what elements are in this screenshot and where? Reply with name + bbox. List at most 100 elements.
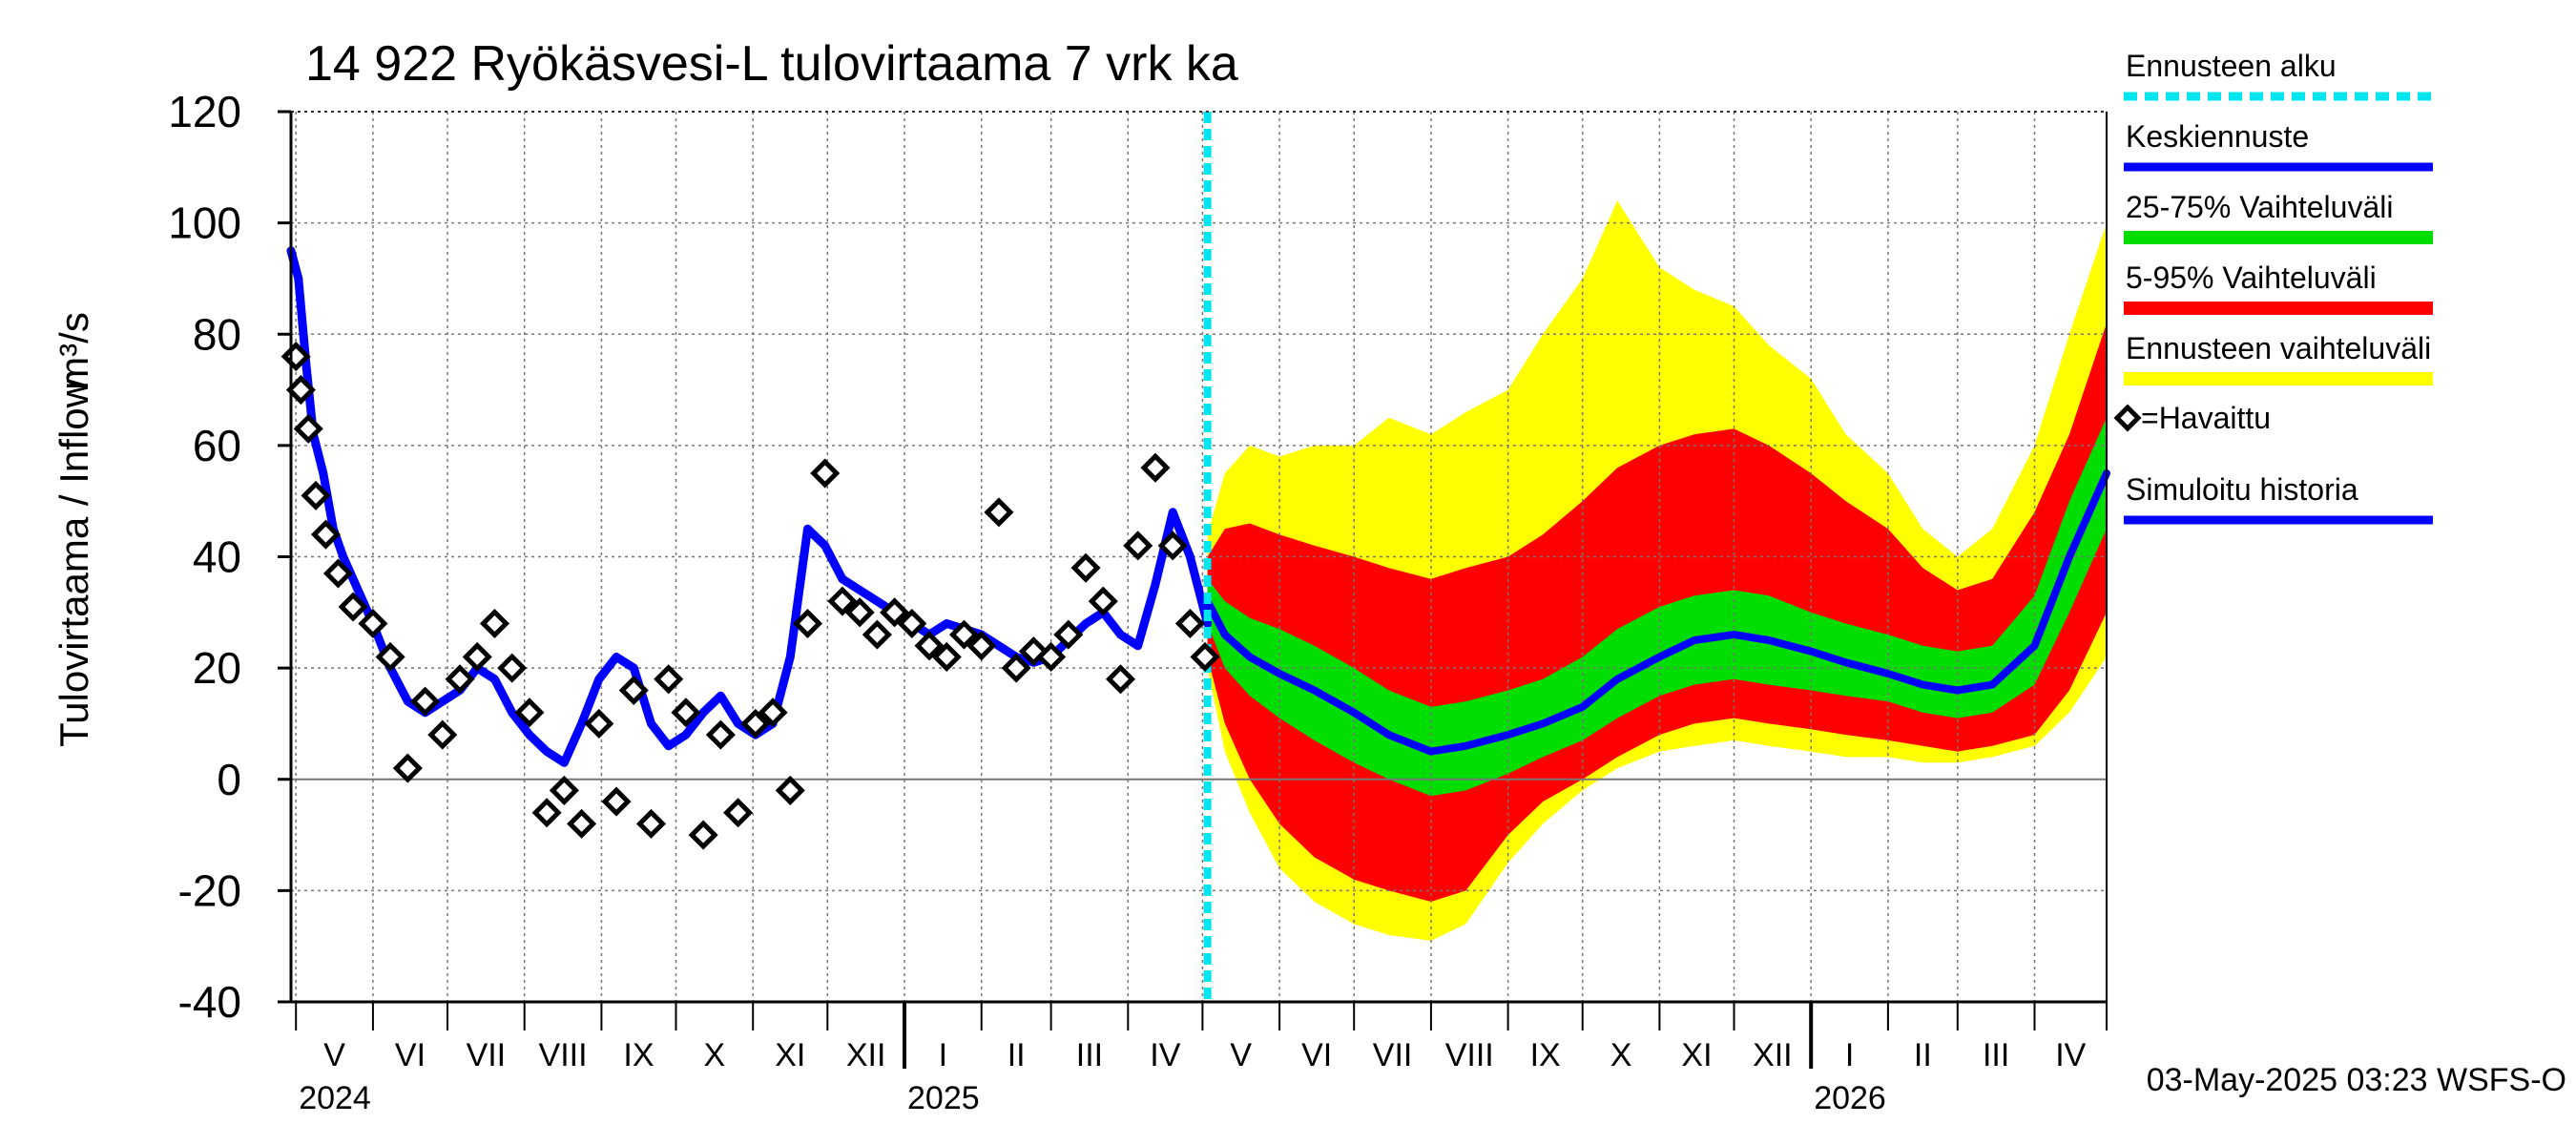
x-month-label: III [1076, 1037, 1103, 1073]
observed-point [531, 798, 562, 828]
observed-point [1174, 608, 1205, 639]
y-tick-label: -40 [178, 977, 241, 1027]
x-month-label: VI [1301, 1037, 1332, 1073]
observed-point [549, 775, 579, 805]
observed-point [1157, 531, 1188, 561]
x-month-label: VII [467, 1037, 507, 1073]
observed-point [514, 697, 545, 728]
x-month-label: VI [395, 1037, 426, 1073]
observed-point [810, 458, 841, 489]
observed-point [1070, 552, 1101, 583]
observed-point [479, 608, 510, 639]
x-month-label: XII [1753, 1037, 1793, 1073]
x-month-label: V [323, 1037, 345, 1073]
x-month-label: XI [775, 1037, 805, 1073]
x-month-label: IV [1150, 1037, 1180, 1073]
y-tick-label: -20 [178, 865, 241, 915]
observed-point [285, 375, 316, 406]
observed-point [1140, 452, 1171, 483]
legend: Ennusteen alku Keskiennuste 25-75% Vaihtel… [2113, 49, 2433, 525]
legend-label: Ennusteen alku [2126, 49, 2337, 83]
observed-point [880, 597, 910, 628]
observed-point [966, 631, 997, 661]
x-month-label: IV [2055, 1037, 2086, 1073]
legend-observed-marker [2113, 404, 2142, 432]
observed-point [723, 798, 754, 828]
y-axis-unit: m³/s [52, 312, 96, 390]
observed-point [427, 719, 458, 750]
y-tick-label: 100 [168, 198, 241, 248]
observed-point [584, 708, 614, 739]
observed-point [914, 631, 945, 661]
observed-point [671, 697, 701, 728]
legend-label: Simuloitu historia [2126, 472, 2358, 507]
observed-point [338, 592, 368, 622]
y-tick-label: 20 [193, 643, 241, 693]
observed-point [293, 413, 323, 444]
legend-label: Keskiennuste [2126, 119, 2309, 154]
observed-point [358, 608, 388, 639]
observed-point [1105, 664, 1136, 695]
observed-point [897, 608, 927, 639]
x-month-label: XI [1681, 1037, 1712, 1073]
x-month-label: IX [1530, 1037, 1561, 1073]
median-forecast-line [1203, 469, 2110, 756]
observed-point [1036, 641, 1067, 672]
observed-point [792, 608, 823, 639]
observed-point [654, 664, 684, 695]
observed-point [705, 719, 736, 750]
observed-point [931, 641, 962, 672]
observed-point [1123, 531, 1153, 561]
x-month-label: VII [1373, 1037, 1413, 1073]
grid-lines [291, 111, 2107, 1003]
x-month-label: II [1914, 1037, 1932, 1073]
observed-point [740, 708, 771, 739]
x-month-label: I [939, 1037, 947, 1073]
observed-point [301, 480, 331, 510]
x-month-label: XII [846, 1037, 886, 1073]
x-month-label: X [1610, 1037, 1632, 1073]
observed-point [1053, 619, 1084, 650]
y-axis-label: Tulovirtaama / Inflow [52, 378, 96, 747]
footer-timestamp: 03-May-2025 03:23 WSFS-O [2147, 1062, 2566, 1098]
observed-point [844, 597, 875, 628]
x-month-label: I [1845, 1037, 1854, 1073]
x-month-label: V [1230, 1037, 1252, 1073]
observed-point [601, 786, 632, 817]
y-tick-label: 120 [168, 87, 241, 136]
chart-title: 14 922 Ryökäsvesi-L tulovirtaama 7 vrk k… [305, 36, 1238, 92]
y-tick-label: 60 [193, 421, 241, 470]
observed-markers [280, 342, 1220, 850]
forecast-bands [1207, 200, 2107, 941]
x-month-label: X [704, 1037, 726, 1073]
legend-label: Ennusteen vaihteluväli [2126, 331, 2431, 365]
observed-point [948, 619, 980, 650]
x-month-label: IX [623, 1037, 654, 1073]
x-year-label: 2026 [1814, 1080, 1886, 1116]
y-tick-label: 0 [217, 755, 241, 804]
observed-point [862, 619, 892, 650]
x-month-label: VIII [539, 1037, 588, 1073]
x-year-label: 2024 [299, 1080, 371, 1116]
observed-point [1088, 586, 1118, 616]
observed-point [618, 675, 649, 705]
observed-point [375, 641, 405, 672]
observed-point [775, 775, 805, 805]
observed-point [497, 653, 528, 683]
legend-label: =Havaittu [2141, 401, 2271, 435]
observed-point [392, 753, 423, 783]
observed-point [445, 664, 475, 695]
observed-point [827, 586, 858, 616]
simulated-history-line [286, 246, 1213, 767]
observed-point [688, 820, 718, 850]
legend-label: 25-75% Vaihteluväli [2126, 190, 2393, 224]
observed-point [984, 497, 1014, 528]
observed-point [567, 808, 597, 839]
x-month-label: III [1983, 1037, 2009, 1073]
observed-point [1190, 641, 1220, 672]
observed-point [635, 808, 667, 839]
x-year-label: 2025 [907, 1080, 980, 1116]
x-month-label: II [1008, 1037, 1026, 1073]
